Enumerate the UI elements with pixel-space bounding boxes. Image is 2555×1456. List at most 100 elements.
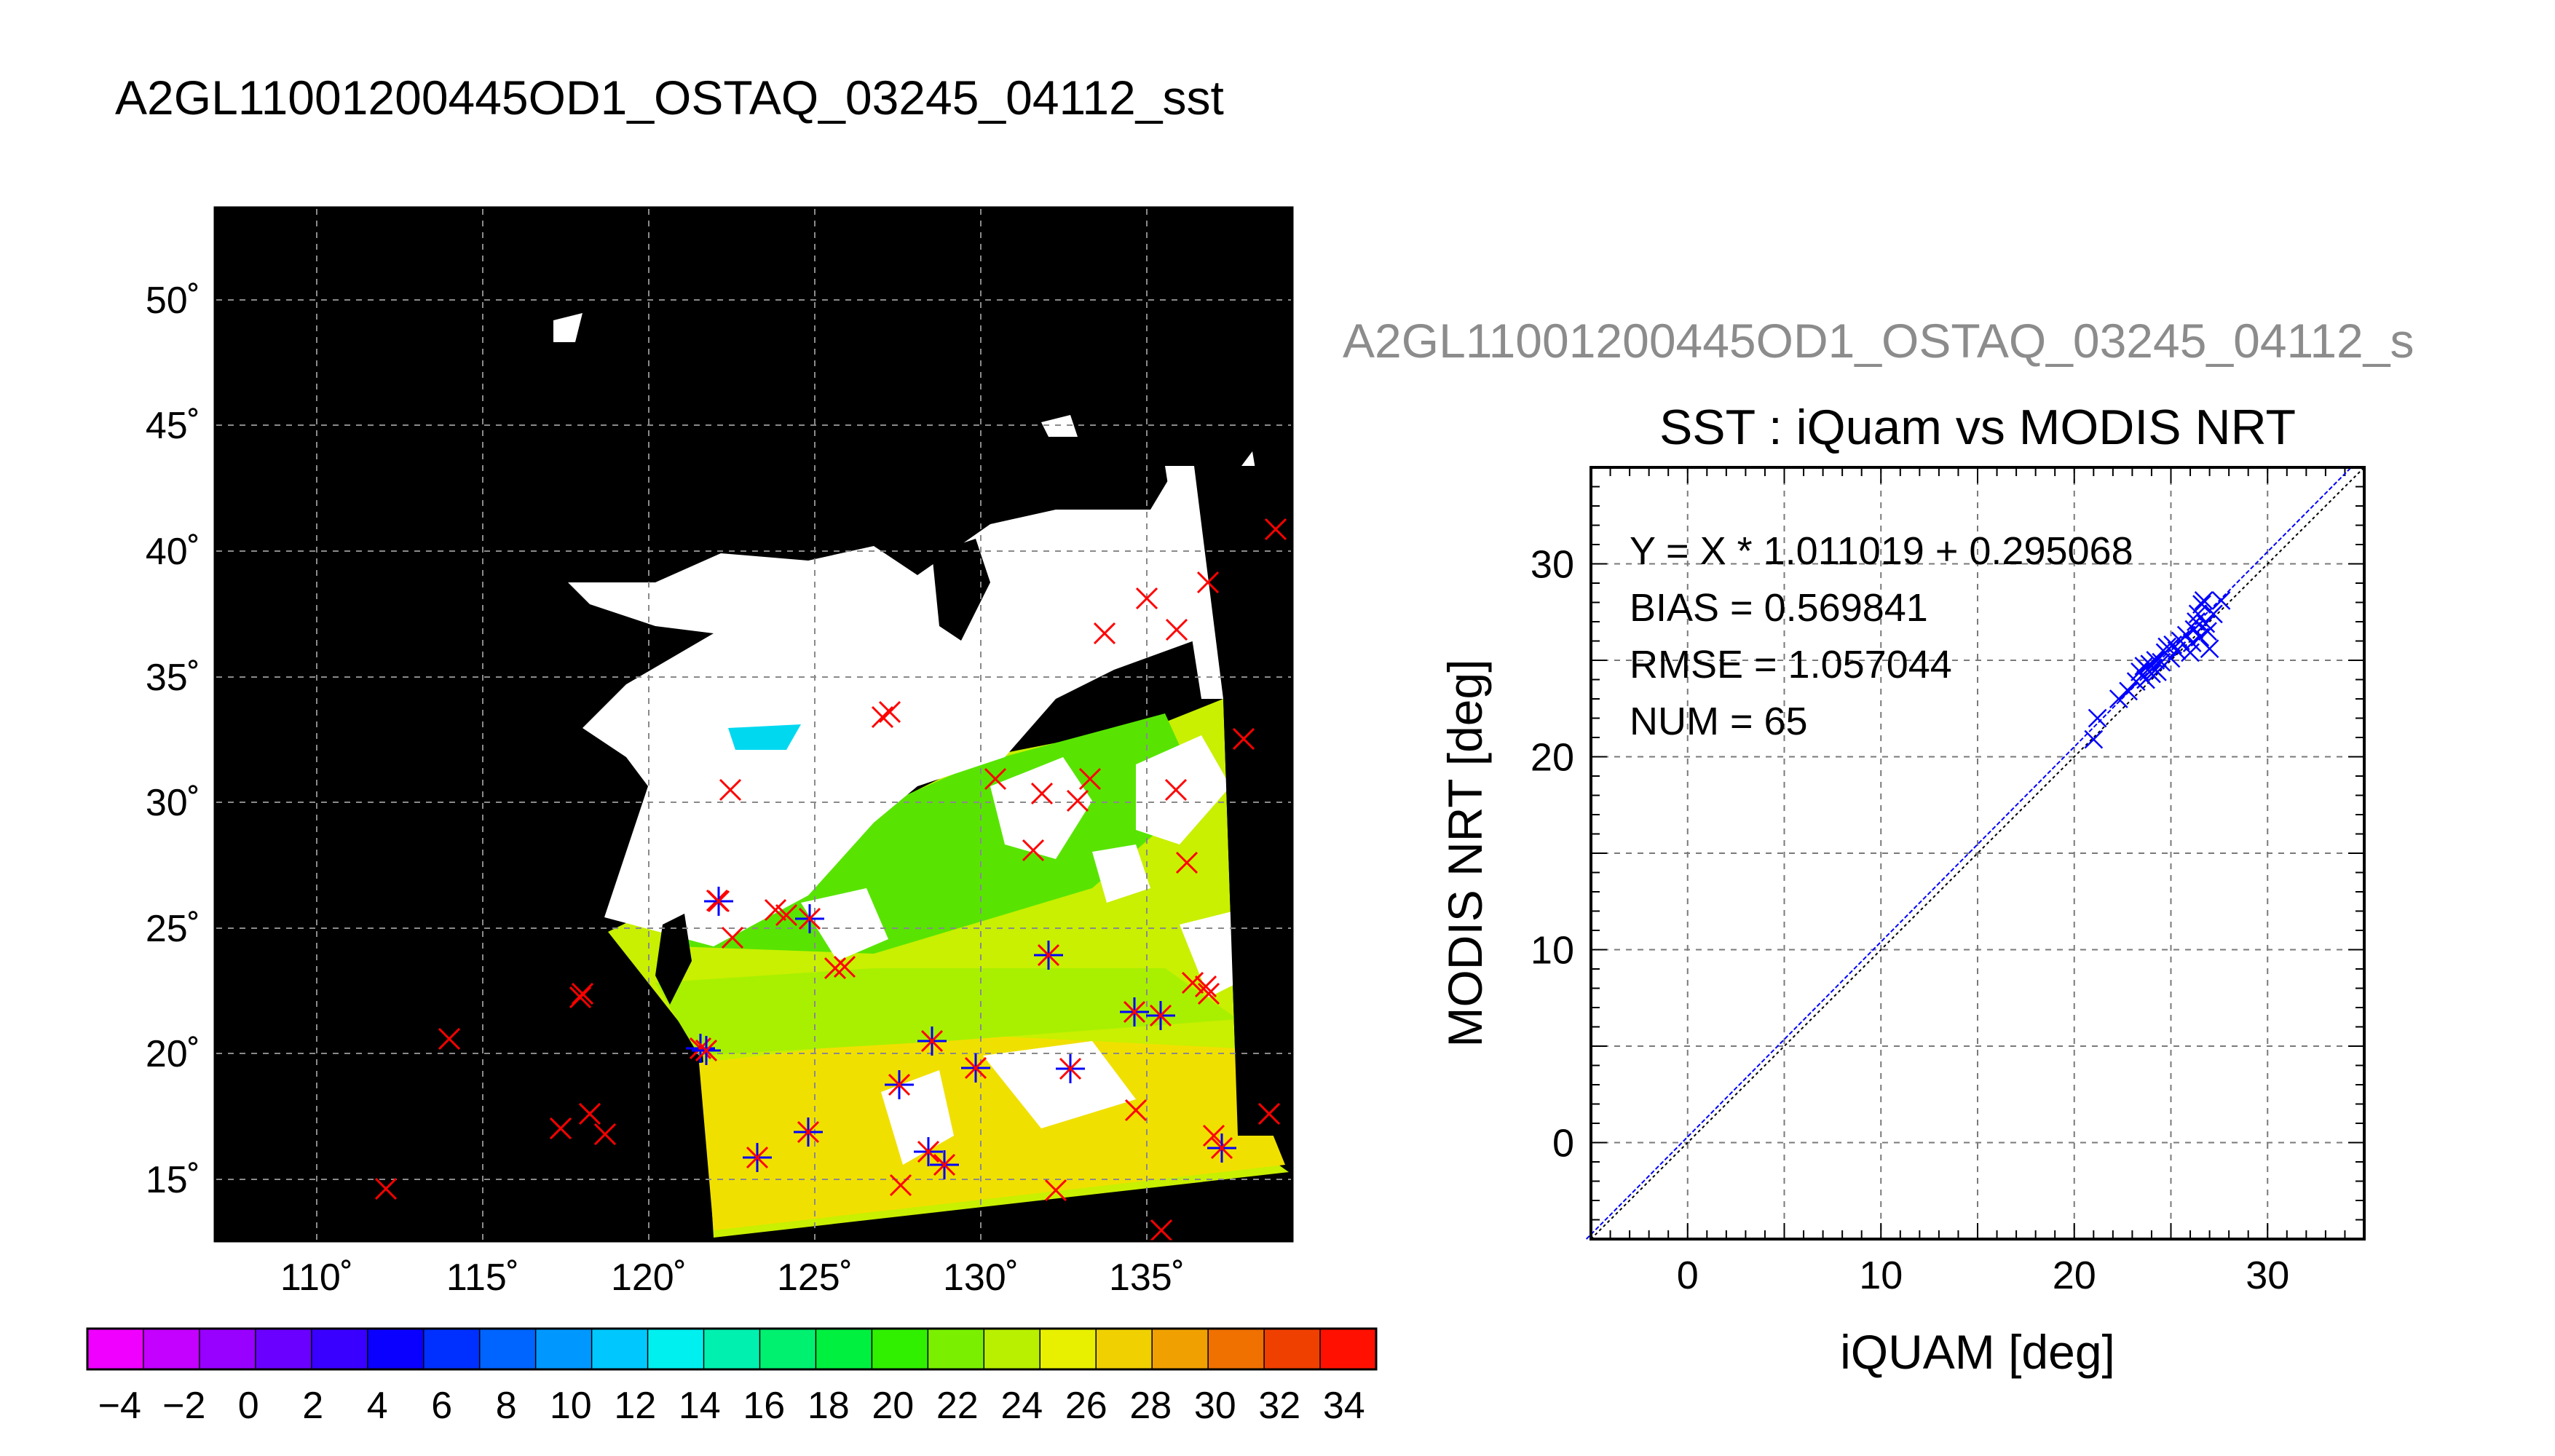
- colorbar-label: 32: [1258, 1385, 1300, 1427]
- scatter-point: [2200, 639, 2219, 658]
- iquam-marker: [1150, 1219, 1173, 1242]
- map-grid: [216, 209, 1291, 1240]
- iquam-marker: [1194, 975, 1217, 998]
- scatter-point: [2196, 614, 2216, 633]
- scatter-title: SST : iQuam vs MODIS NRT: [1659, 400, 2296, 455]
- colorbar-cell: [199, 1329, 256, 1369]
- colorbar-cell: [423, 1329, 481, 1369]
- colorbar-labels: −4 −2 0 2 4 6 8 10 12 14 16 18 20 22 24 26 28 30 32 34: [98, 1385, 1365, 1427]
- lat-label-15: 15˚: [146, 1159, 200, 1201]
- lon-label-110: 110˚: [280, 1257, 353, 1299]
- colorbar-cell: [1096, 1329, 1153, 1369]
- lon-label-115: 115˚: [446, 1257, 519, 1299]
- iquam-marker: [920, 1029, 944, 1053]
- iquam-marker: [1196, 571, 1220, 594]
- lat-label-45: 45˚: [146, 405, 200, 447]
- map-lon-labels: 110˚ 115˚ 120˚ 125˚ 130˚ 135˚: [280, 1257, 1185, 1299]
- map-markers: [374, 518, 1287, 1242]
- colorbar-label: 12: [614, 1385, 656, 1427]
- iquam-marker: [1135, 587, 1158, 610]
- iquam-marker: [888, 1073, 911, 1096]
- iquam-marker: [824, 957, 847, 980]
- scatter-point: [2204, 604, 2223, 624]
- colorbar-cell: [647, 1329, 705, 1369]
- iquam-marker: [764, 898, 787, 922]
- iquam-marker: [933, 1153, 956, 1176]
- colorbar-label: 14: [679, 1385, 721, 1427]
- iquam-marker: [1165, 618, 1188, 641]
- iquam-marker: [1181, 971, 1204, 994]
- cold-patch: [728, 724, 801, 750]
- iquam-marker: [569, 986, 592, 1009]
- iquam-marker: [549, 1117, 572, 1140]
- iquam-marker: [833, 955, 856, 978]
- iquam-marker: [1264, 518, 1287, 541]
- colorbar-label: 0: [238, 1385, 259, 1427]
- scatter-ylabel: MODIS NRT [deg]: [1438, 659, 1492, 1047]
- lat-label-20: 20˚: [146, 1033, 200, 1075]
- iquam-marker: [798, 907, 821, 930]
- overlay-title: A2GL11001200445OD1_OSTAQ_03245_04112_s: [1343, 314, 2414, 368]
- iquam-marker: [1044, 1179, 1067, 1202]
- iquam-marker: [1066, 789, 1089, 812]
- colorbar-cell: [591, 1329, 649, 1369]
- iquam-marker: [878, 700, 901, 724]
- iquam-marker: [1175, 851, 1198, 874]
- scatter-point: [2152, 652, 2171, 672]
- map-lat-labels: 50˚ 45˚ 40˚ 35˚ 30˚ 25˚ 20˚ 15˚: [146, 280, 200, 1201]
- scatter-xtick-label: 30: [2246, 1254, 2289, 1297]
- colorbar-label: 2: [302, 1385, 323, 1427]
- scatter-frame: [1590, 466, 2366, 1241]
- sst-swath-yellow: [699, 1034, 1285, 1230]
- sst-swath-lightgreen: [655, 968, 1238, 1056]
- colorbar: −4 −2 0 2 4 6 8 10 12 14 16 18 20 22 24 26 28 30 32 34: [86, 1327, 1378, 1427]
- taiwan-land: [655, 914, 692, 1005]
- colorbar-label: 20: [872, 1385, 914, 1427]
- map-frame: [213, 206, 1294, 1243]
- iquam-marker: [719, 778, 742, 802]
- lat-label-35: 35˚: [146, 657, 200, 699]
- iquam-marker: [1210, 1136, 1233, 1160]
- colorbar-cell: [928, 1329, 984, 1369]
- iquam-marker: [578, 1102, 601, 1125]
- stat-num: NUM = 65: [1630, 700, 1808, 743]
- land-cloud-mask: [553, 313, 1267, 1165]
- scatter-point: [2157, 637, 2177, 657]
- colorbar-cell: [703, 1329, 760, 1369]
- lat-label-50: 50˚: [146, 280, 200, 322]
- scatter-tick-labels: 0 10 20 30 0 10 20 30: [1531, 543, 2289, 1298]
- main-title: A2GL11001200445OD1_OSTAQ_03245_04112_sst: [115, 71, 1224, 124]
- scatter-point: [2084, 729, 2104, 749]
- colorbar-label: 30: [1194, 1385, 1236, 1427]
- scatter-stats: Y = X * 1.011019 + 0.295068 BIAS = 0.569…: [1630, 529, 2133, 743]
- colorbar-label: 34: [1323, 1385, 1365, 1427]
- iquam-marker: [1059, 1057, 1082, 1080]
- colorbar-cell: [1264, 1329, 1321, 1369]
- one-to-one-line: [1590, 467, 2365, 1240]
- colorbar-cell: [143, 1329, 200, 1369]
- colorbar-cell: [479, 1329, 537, 1369]
- iquam-marker: [1030, 782, 1054, 805]
- colorbar-label: 4: [367, 1385, 388, 1427]
- scatter-xtick-label: 20: [2053, 1254, 2096, 1297]
- colorbar-label: 16: [743, 1385, 785, 1427]
- lat-label-40: 40˚: [146, 531, 200, 573]
- colorbar-label: 8: [496, 1385, 517, 1427]
- colorbar-cells: [87, 1329, 1377, 1369]
- iquam-marker: [1037, 943, 1060, 967]
- scatter-point: [2192, 595, 2211, 614]
- colorbar-label: 24: [1000, 1385, 1043, 1427]
- iquam-marker: [695, 1039, 718, 1062]
- colorbar-cell: [984, 1329, 1040, 1369]
- iquam-marker: [1164, 778, 1188, 802]
- scatter-point: [2146, 651, 2165, 670]
- iquam-marker: [1197, 982, 1220, 1005]
- stat-rmse: RMSE = 1.057044: [1630, 643, 1952, 687]
- iquam-marker: [917, 1140, 940, 1163]
- colorbar-cell: [1040, 1329, 1097, 1369]
- scatter-point: [2211, 590, 2231, 610]
- colorbar-label: 6: [431, 1385, 452, 1427]
- scatter-ytick-label: 30: [1531, 543, 1574, 587]
- iquam-marker: [1022, 839, 1045, 862]
